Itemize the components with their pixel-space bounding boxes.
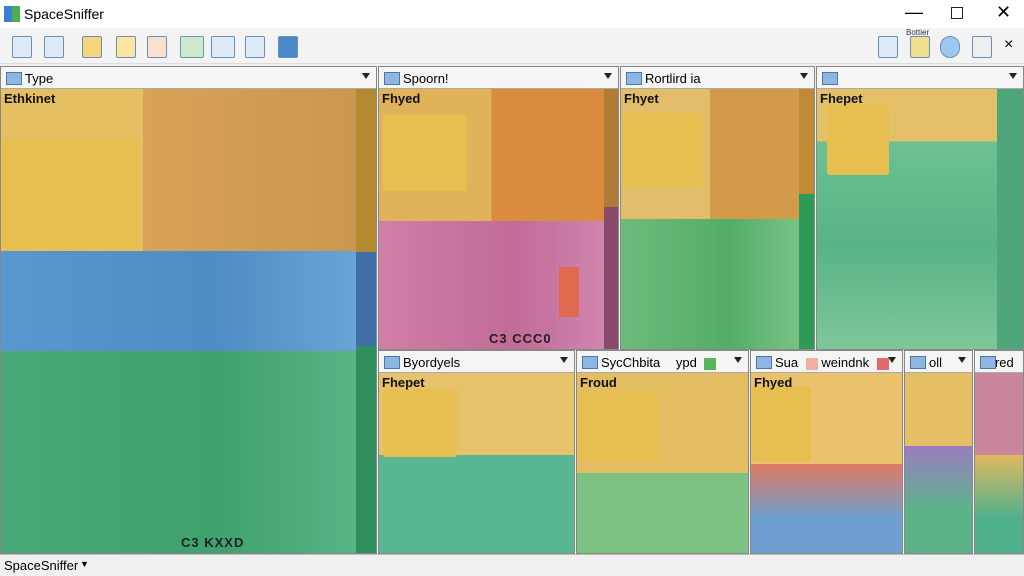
toolbar: Bottier ×: [0, 28, 1024, 64]
panel-title: ypd: [675, 355, 697, 370]
tool-button[interactable]: [147, 36, 167, 58]
panel-title: SycChbita: [601, 355, 661, 370]
panel-header[interactable]: Rortlird ia: [621, 67, 814, 89]
minimize-button[interactable]: —: [905, 2, 923, 22]
tool-button[interactable]: [278, 36, 298, 58]
tool-button[interactable]: [910, 36, 930, 58]
app-icon: [4, 6, 20, 22]
folder-label: Ethkinet: [4, 91, 56, 106]
tool-button[interactable]: [940, 36, 960, 58]
panel-title: Sua: [775, 355, 799, 370]
treemap-panel[interactable]: SycChbita ypd Froud: [576, 350, 749, 554]
treemap-panel[interactable]: Spoorn! Fhyed C3 CCC0: [378, 66, 619, 350]
treemap-panel[interactable]: Rortlird ia Fhyet: [620, 66, 815, 350]
window-title: SpaceSniffer: [24, 6, 104, 22]
panel-title: Fred: [987, 355, 1014, 370]
panel-header[interactable]: Byordyels: [379, 351, 574, 373]
close-toolbar[interactable]: ×: [1004, 36, 1014, 53]
treemap-panel[interactable]: Type Ethkinet C3 KXXD: [0, 66, 377, 554]
treemap-panel[interactable]: Sua weindnk Fhyed: [750, 350, 903, 554]
panel-title: Type: [25, 71, 54, 86]
status-text[interactable]: SpaceSniffer: [4, 558, 79, 573]
tool-button[interactable]: [12, 36, 32, 58]
treemap-panel[interactable]: Fred: [974, 350, 1024, 554]
folder-label: Fhyed: [754, 375, 793, 390]
tool-button[interactable]: [180, 36, 204, 58]
folder-label: Froud: [580, 375, 617, 390]
maximize-button[interactable]: [951, 7, 963, 19]
tool-button[interactable]: [972, 36, 992, 58]
status-dropdown[interactable]: ▼: [80, 559, 89, 569]
panel-header[interactable]: SycChbita ypd: [577, 351, 748, 373]
treemap-panel[interactable]: Byordyels Fhepet: [378, 350, 575, 554]
treemap-panel[interactable]: oll: [904, 350, 973, 554]
title-bar: SpaceSniffer — ✕: [0, 0, 1024, 28]
treemap-panel[interactable]: Fhepet: [816, 66, 1024, 350]
panel-header[interactable]: Fred: [975, 351, 1023, 373]
panel-header[interactable]: Sua weindnk: [751, 351, 902, 373]
folder-label: Fhepet: [382, 375, 425, 390]
tool-button[interactable]: [245, 36, 265, 58]
toolbar-label: Bottier: [906, 28, 930, 37]
panel-title: Spoorn!: [403, 71, 449, 86]
folder-label: Fhepet: [820, 91, 863, 106]
tool-button[interactable]: [116, 36, 136, 58]
folder-label: Fhyed: [382, 91, 421, 106]
panel-header[interactable]: oll: [905, 351, 972, 373]
panel-title: Byordyels: [403, 355, 461, 370]
tool-button[interactable]: [878, 36, 898, 58]
panel-title: Rortlird ia: [645, 71, 701, 86]
panel-header[interactable]: Type: [1, 67, 376, 89]
size-label: C3 KXXD: [181, 535, 245, 550]
tool-button[interactable]: [44, 36, 64, 58]
tool-button[interactable]: [82, 36, 102, 58]
folder-label: Fhyet: [624, 91, 659, 106]
tool-button[interactable]: [211, 36, 235, 58]
status-bar: SpaceSniffer ▼: [0, 554, 1024, 576]
panel-title: weindnk: [821, 355, 870, 370]
close-button[interactable]: ✕: [996, 2, 1012, 22]
panel-header[interactable]: [817, 67, 1023, 89]
panel-header[interactable]: Spoorn!: [379, 67, 618, 89]
size-label: C3 CCC0: [489, 331, 552, 346]
panel-title: oll: [929, 355, 943, 370]
